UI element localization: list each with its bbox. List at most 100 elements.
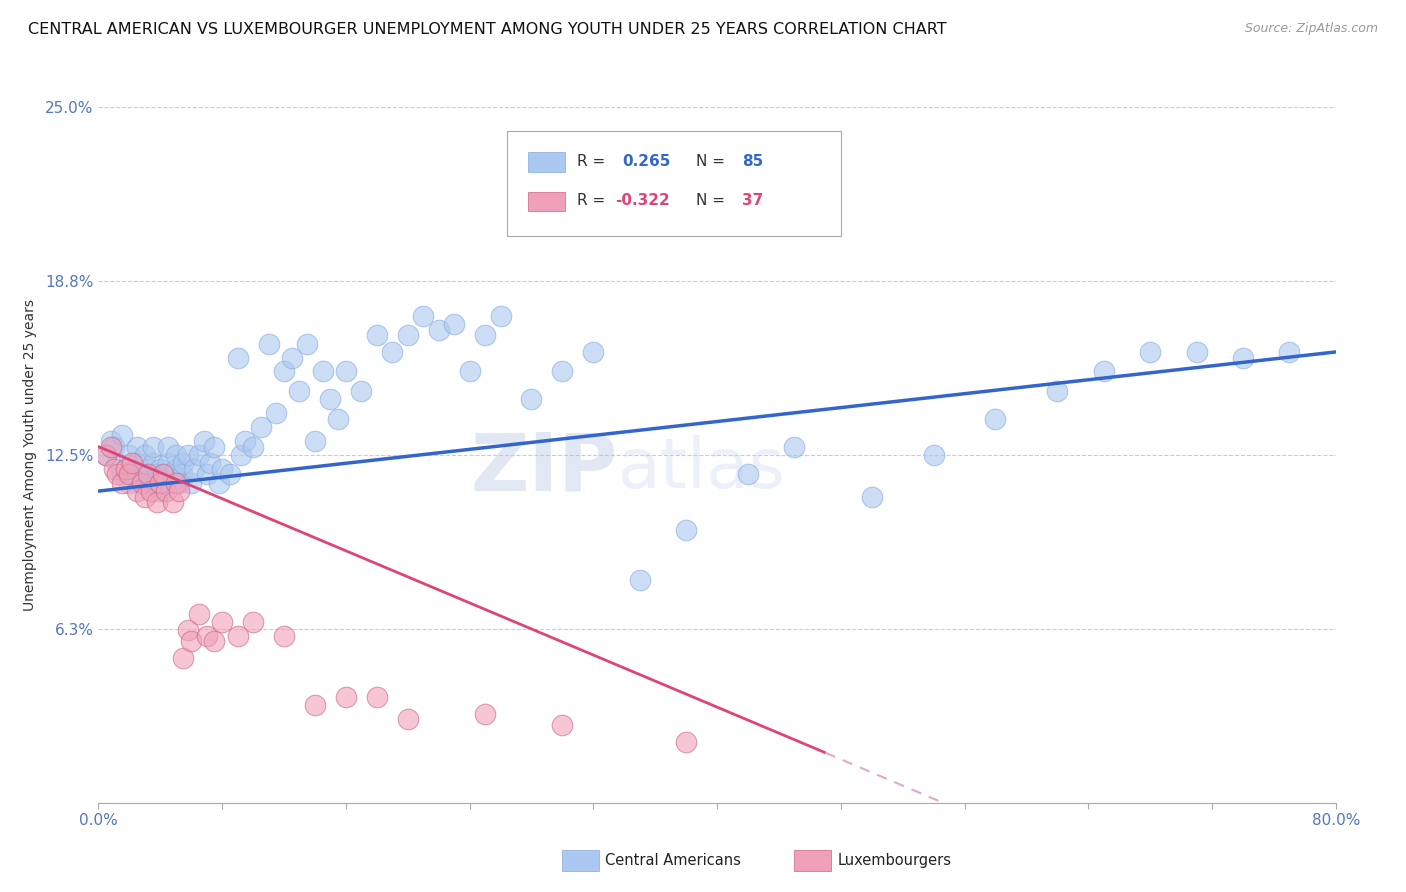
Point [257,336,280,351]
Point [551,718,574,732]
Point [180,475,202,490]
Point [250,420,273,434]
Point [134,448,156,462]
Point [1278,345,1301,359]
Text: atlas: atlas [619,435,786,502]
Point [1185,345,1208,359]
Point [242,440,264,454]
Point [304,434,326,448]
Point [582,345,605,359]
Point [121,456,143,470]
Point [226,351,249,365]
Text: R =: R = [578,194,610,209]
Point [474,328,496,343]
Text: 0.265: 0.265 [621,153,671,169]
Point [96,448,118,462]
Point [134,467,156,482]
Point [127,440,149,454]
Point [1046,384,1069,398]
Point [737,467,759,482]
Point [157,440,180,454]
Point [149,462,172,476]
Point [366,690,388,704]
Point [229,448,252,462]
Point [118,467,141,482]
Point [326,411,350,425]
Text: N =: N = [696,194,730,209]
Text: 85: 85 [742,153,763,169]
Point [188,607,211,621]
Point [922,448,945,462]
Text: -0.322: -0.322 [616,194,671,209]
Point [675,734,697,748]
Text: Source: ZipAtlas.com: Source: ZipAtlas.com [1244,22,1378,36]
Text: R =: R = [578,153,610,169]
Point [489,309,512,323]
Point [177,448,200,462]
Point [121,467,143,482]
Point [131,475,153,490]
Point [167,475,190,490]
Point [162,495,184,509]
Point [366,328,388,343]
Point [134,490,156,504]
Point [1092,364,1115,378]
Point [273,629,295,643]
Point [141,456,165,470]
Point [443,317,465,331]
Point [141,440,165,454]
Text: CENTRAL AMERICAN VS LUXEMBOURGER UNEMPLOYMENT AMONG YOUTH UNDER 25 YEARS CORRELA: CENTRAL AMERICAN VS LUXEMBOURGER UNEMPLO… [28,22,946,37]
Point [350,384,373,398]
Point [131,475,153,490]
Point [172,456,194,470]
Text: N =: N = [696,153,730,169]
Point [193,434,215,448]
Point [396,712,419,726]
Point [157,456,180,470]
Point [219,467,242,482]
Point [183,462,205,476]
Point [381,345,404,359]
Point [155,467,177,482]
Text: Central Americans: Central Americans [605,854,741,868]
Bar [527,192,565,211]
Y-axis label: Unemployment Among Youth under 25 years: Unemployment Among Youth under 25 years [22,299,37,611]
Point [1232,351,1254,365]
Point [177,624,200,638]
Point [335,690,357,704]
Point [427,323,450,337]
Text: Luxembourgers: Luxembourgers [838,854,952,868]
Point [312,364,335,378]
Point [242,615,264,629]
Point [396,328,419,343]
Point [281,351,304,365]
Point [100,434,122,448]
Point [105,456,128,470]
Point [264,406,288,420]
Point [152,475,174,490]
Point [146,495,169,509]
Point [208,475,231,490]
Point [139,484,162,499]
Point [111,467,132,482]
Point [152,467,174,482]
Point [273,364,295,378]
Text: 37: 37 [742,194,763,209]
Point [860,490,883,504]
Point [165,448,187,462]
Point [165,462,187,476]
Point [149,484,172,499]
Point [520,392,543,407]
Point [172,651,194,665]
Text: ZIP: ZIP [471,430,619,508]
Point [551,364,574,378]
Point [211,462,233,476]
Point [155,484,177,499]
Point [783,440,806,454]
Point [198,456,221,470]
Point [100,440,122,454]
Point [211,615,233,629]
Point [628,573,651,587]
Point [335,364,357,378]
Point [984,411,1007,425]
